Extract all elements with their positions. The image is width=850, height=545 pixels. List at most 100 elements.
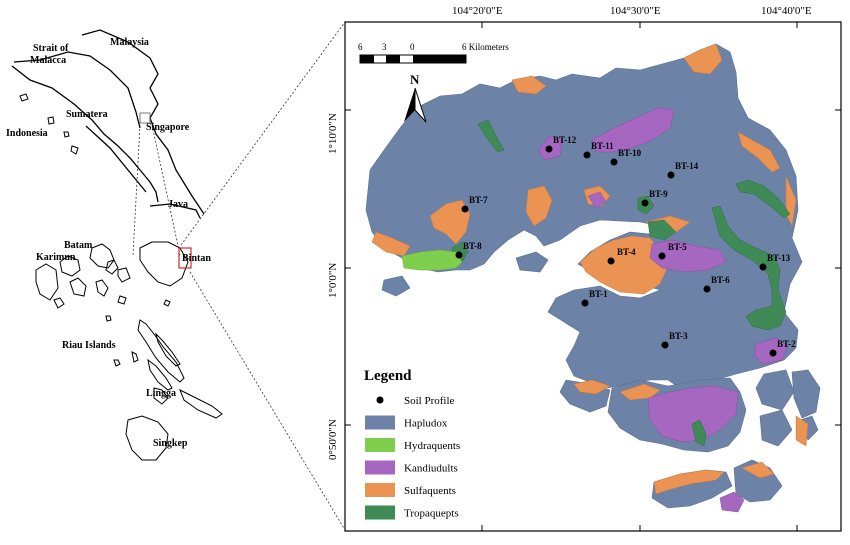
legend: Legend Soil Profile Hapludox Hydraquents Ka… bbox=[364, 368, 460, 520]
scale-tick-0: 0 bbox=[410, 42, 415, 52]
soil-profile-bt-8: BT-8 bbox=[455, 241, 482, 259]
sulfaquents-north-inlet bbox=[525, 185, 553, 227]
soil-profile-bt-1: BT-1 bbox=[581, 289, 608, 307]
coord-top-2: 104°30'0"E bbox=[610, 5, 661, 17]
soil-profile-point bbox=[759, 263, 767, 271]
inset-label-batam: Batam bbox=[64, 240, 93, 251]
legend-item-kandiudults: Kandiudults bbox=[365, 460, 458, 475]
coord-left-1: 1°10'0"N bbox=[327, 113, 339, 154]
soil-profile-label: BT-8 bbox=[463, 241, 482, 251]
hapludox-islet-4 bbox=[791, 369, 821, 419]
inset-projection-lines bbox=[132, 21, 346, 531]
north-arrow-label: N bbox=[410, 72, 420, 87]
soil-profile-label: BT-3 bbox=[669, 331, 688, 341]
legend-item-soil-profile: Soil Profile bbox=[376, 395, 455, 407]
inset-label-lingga: Lingga bbox=[146, 388, 176, 399]
soil-profile-bt-5: BT-5 bbox=[658, 242, 687, 260]
scale-bar: 6 3 0 6 Kilometers bbox=[358, 42, 509, 64]
inset-label-strait-2: Malacca bbox=[30, 55, 66, 66]
tropaquepts-south bbox=[691, 419, 707, 447]
soil-profile-points: BT-1 BT-2 BT-3 BT-4 BT-5 BT-6 BT-7 BT-8 BT-9 BT-1… bbox=[455, 135, 796, 357]
legend-label: Hapludox bbox=[404, 418, 448, 430]
inset-riau-islands bbox=[35, 241, 223, 461]
kandiudults-areas bbox=[537, 107, 789, 513]
sulfaquents-south-coast-2 bbox=[619, 383, 661, 401]
inset-bintan-marker bbox=[178, 247, 192, 269]
soil-profile-bt-12: BT-12 bbox=[545, 135, 577, 153]
soil-profile-label: BT-2 bbox=[777, 339, 796, 349]
frame-ticks bbox=[345, 22, 841, 531]
inset-label-malaysia: Malaysia bbox=[110, 37, 149, 48]
legend-point-symbol bbox=[376, 396, 384, 404]
tropaquepts-central bbox=[647, 219, 677, 241]
legend-label: Sulfaquents bbox=[404, 485, 456, 497]
coord-left-3: 0°50'0"N bbox=[327, 419, 339, 460]
hapludox-islet-1 bbox=[515, 251, 549, 273]
soil-profile-bt-9: BT-9 bbox=[641, 189, 668, 207]
soil-profile-point bbox=[455, 251, 463, 259]
inset-label-karimun: Karimun bbox=[36, 252, 76, 263]
inset-label-singapore: Singapore bbox=[146, 122, 190, 133]
kandiudults-north bbox=[591, 107, 675, 153]
legend-label: Hydraquents bbox=[404, 440, 460, 452]
sulfaquents-south-coast bbox=[573, 379, 611, 395]
soil-profile-label: BT-1 bbox=[589, 289, 608, 299]
hydraquents-west bbox=[401, 249, 463, 271]
sulfaquents-east-islet bbox=[741, 461, 775, 479]
legend-item-sulfaquents: Sulfaquents bbox=[365, 483, 456, 497]
legend-item-hydraquents: Hydraquents bbox=[365, 438, 460, 452]
sulfaquents-northeast-tip bbox=[683, 43, 723, 75]
inset-sumatera-coast bbox=[11, 65, 159, 203]
soil-profile-bt-4: BT-4 bbox=[607, 247, 636, 265]
soil-profile-point bbox=[461, 205, 469, 213]
legend-swatch bbox=[365, 505, 395, 520]
soil-profile-bt-10: BT-10 bbox=[610, 148, 642, 166]
coord-top-1: 104°20'0"E bbox=[452, 5, 503, 17]
coord-left-2: 1°0'0"N bbox=[327, 263, 339, 298]
legend-item-tropaquepts: Tropaquepts bbox=[365, 505, 459, 520]
inset-java bbox=[149, 203, 201, 219]
kandiudults-small bbox=[587, 191, 607, 209]
soil-profile-bt-7: BT-7 bbox=[461, 195, 488, 213]
soil-profile-bt-6: BT-6 bbox=[703, 275, 730, 293]
soil-profile-point bbox=[667, 171, 675, 179]
inset-map bbox=[11, 29, 205, 219]
inset-label-bintan: Bintan bbox=[182, 253, 211, 264]
soil-profile-point bbox=[610, 158, 618, 166]
legend-label: Kandiudults bbox=[404, 463, 458, 475]
inset-label-singkep: Singkep bbox=[153, 438, 188, 449]
soil-profile-point bbox=[607, 257, 615, 265]
inset-label-indonesia: Indonesia bbox=[6, 128, 48, 139]
sulfaquents-east-coast bbox=[737, 131, 781, 173]
sulfaquents-south-islet bbox=[653, 469, 725, 495]
kandiudults-islet bbox=[719, 491, 745, 513]
legend-label: Soil Profile bbox=[404, 395, 455, 407]
inset-label-strait-1: Strait of bbox=[33, 43, 69, 54]
scale-tick-6: 6 bbox=[358, 42, 363, 52]
legend-swatch bbox=[365, 415, 395, 430]
soil-profile-point bbox=[658, 252, 666, 260]
soil-profile-point bbox=[769, 349, 777, 357]
soil-profile-point bbox=[661, 341, 669, 349]
soil-profile-label: BT-9 bbox=[649, 189, 668, 199]
scale-tick-3: 3 bbox=[382, 42, 387, 52]
soil-profile-bt-13: BT-13 bbox=[759, 253, 791, 271]
kandiudults-central bbox=[649, 239, 727, 273]
sulfaquents-east-islet-2 bbox=[795, 415, 809, 447]
soil-profile-point bbox=[641, 199, 649, 207]
inset-malaysia-coast bbox=[81, 29, 205, 215]
hapludox-islet-5 bbox=[759, 409, 793, 447]
legend-label: Tropaquepts bbox=[404, 508, 459, 520]
inset-singapore-marker bbox=[139, 112, 151, 124]
soil-profile-label: BT-14 bbox=[675, 161, 699, 171]
soil-profile-point bbox=[581, 299, 589, 307]
soil-profile-bt-14: BT-14 bbox=[667, 161, 699, 179]
soil-profile-point bbox=[703, 285, 711, 293]
north-arrow-icon bbox=[404, 88, 415, 122]
soil-profile-label: BT-7 bbox=[469, 195, 488, 205]
soil-profile-bt-3: BT-3 bbox=[661, 331, 688, 349]
legend-swatch bbox=[365, 460, 395, 475]
soil-profile-label: BT-13 bbox=[767, 253, 791, 263]
soil-map bbox=[365, 43, 821, 513]
